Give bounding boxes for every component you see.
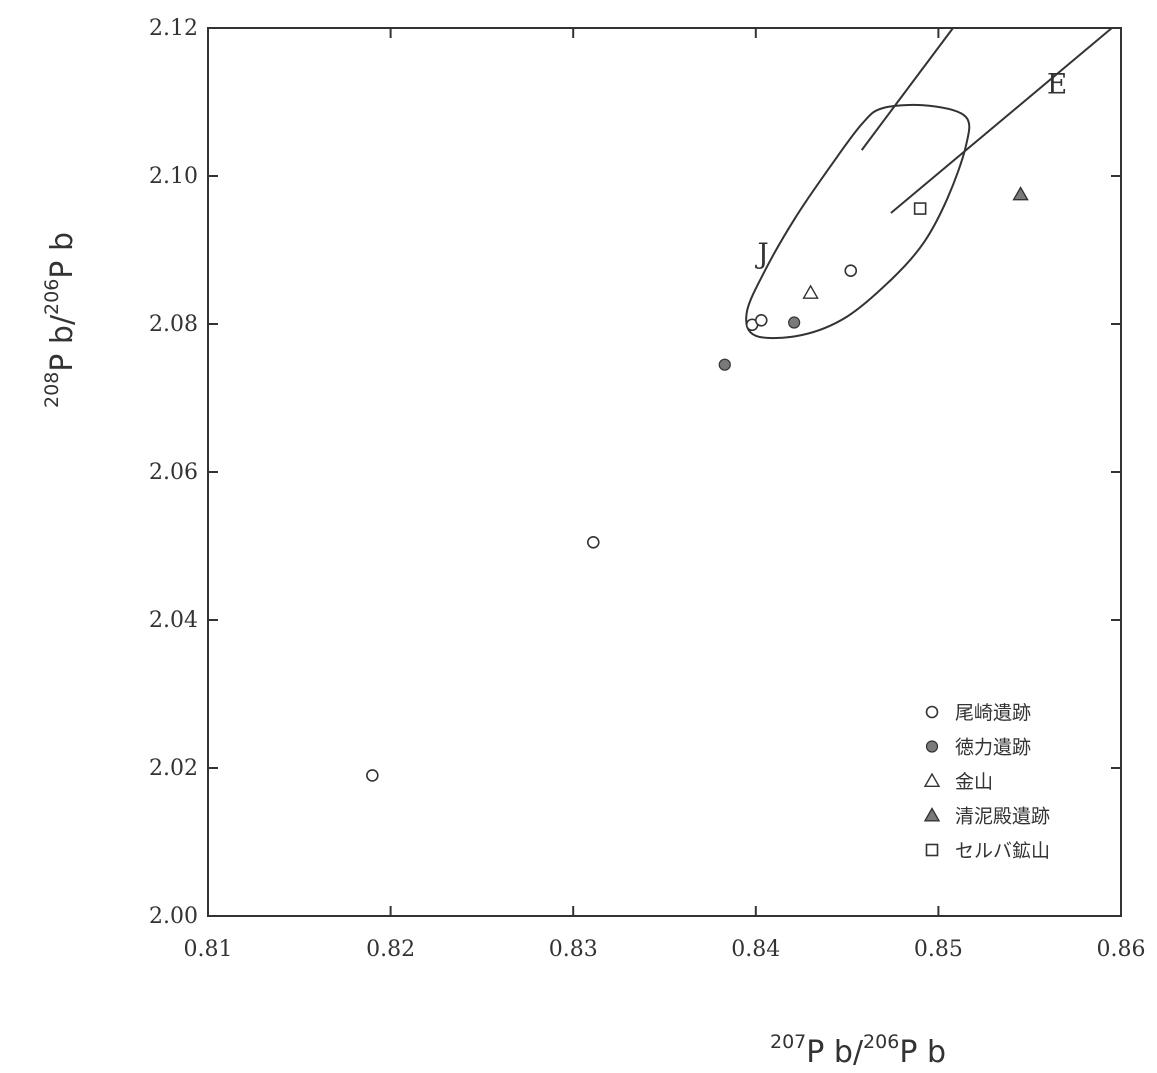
legend-label: セルバ鉱山	[955, 840, 1050, 862]
data-point-series-2	[802, 284, 819, 299]
region-label-e: E	[1047, 68, 1067, 101]
legend-label: 清泥殿遺跡	[955, 806, 1050, 828]
y-tick-label: 2.08	[149, 312, 198, 337]
data-points	[366, 186, 1029, 782]
x-tick-label: 0.82	[366, 937, 415, 962]
legend-marker	[925, 705, 939, 719]
x-tick-label: 0.81	[184, 937, 233, 962]
data-point-series-3	[1012, 186, 1029, 201]
x-tick-labels: 0.81 0.82 0.83 0.84 0.85 0.86	[184, 937, 1146, 962]
data-point-series-1	[788, 316, 801, 329]
region-label-j: J	[754, 237, 768, 270]
y-tick-label: 2.10	[149, 164, 198, 189]
region-e-upper-line	[860, 27, 954, 151]
y-tick-label: 2.04	[149, 608, 198, 633]
region-j-outline	[745, 103, 971, 340]
y-tick-label: 2.06	[149, 460, 198, 485]
y-tick-label: 2.12	[149, 16, 198, 41]
y-tick-label: 2.02	[149, 756, 198, 781]
x-axis-label: 207P b/206P b	[770, 1031, 946, 1070]
x-tick-label: 0.83	[549, 937, 598, 962]
legend-marker	[923, 807, 941, 822]
x-tick-label: 0.85	[914, 937, 963, 962]
legend-marker	[923, 772, 941, 787]
data-point-series-0	[754, 313, 768, 327]
isotope-regions: JE	[745, 27, 1113, 340]
data-point-series-4	[913, 202, 927, 215]
legend-label: 金山	[955, 771, 993, 793]
x-tick-label: 0.84	[731, 937, 780, 962]
data-point-series-0	[366, 769, 379, 782]
y-tick-label: 2.00	[149, 904, 198, 929]
region-e-lower-line	[890, 27, 1113, 214]
y-axis-label: 208P b/206P b	[41, 232, 80, 408]
data-point-series-1	[718, 358, 731, 371]
data-point-series-0	[586, 535, 600, 549]
legend-label: 徳力遺跡	[955, 737, 1031, 759]
legend-label: 尾崎遺跡	[955, 702, 1031, 724]
y-tick-labels: 2.00 2.02 2.04 2.06 2.08 2.10 2.12	[149, 16, 198, 929]
x-tick-label: 0.86	[1097, 937, 1146, 962]
axis-ticks	[207, 27, 1122, 917]
data-point-series-0	[844, 264, 858, 278]
legend-marker	[925, 740, 939, 753]
legend-marker	[925, 843, 939, 857]
